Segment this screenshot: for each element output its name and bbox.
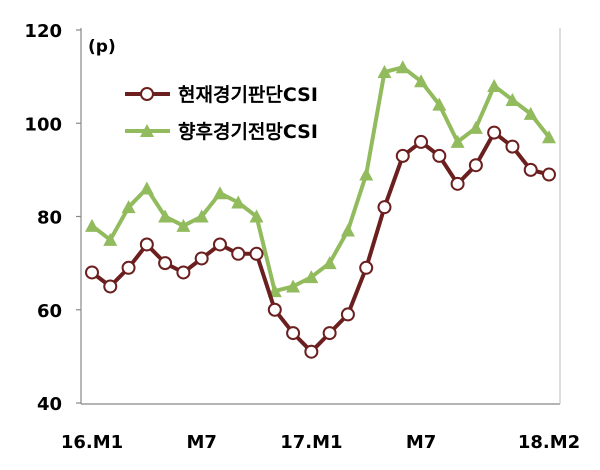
x-tick-label: M7 [406,432,436,453]
y-tick-label: 60 [37,301,62,322]
data-point [377,200,392,215]
y-tick-label: 120 [24,21,62,42]
data-point [414,74,429,88]
data-point [231,195,246,209]
data-point [487,78,502,92]
data-point [505,92,520,106]
data-point [121,200,136,214]
data-point [212,186,227,200]
data-point [139,181,154,195]
legend-marker-current [140,87,154,101]
data-point [249,209,264,223]
data-point [139,237,154,252]
legend-item-current: 현재경기판단CSI [125,84,318,106]
y-tick-label: 80 [37,208,62,229]
data-point [322,256,337,270]
data-point [359,260,374,275]
data-point [523,162,538,177]
legend: 현재경기판단CSI 향후경기전망CSI [125,84,318,143]
x-tick-label: M7 [186,432,216,453]
data-point [158,209,173,223]
data-point [176,265,191,280]
data-point [286,279,301,293]
data-point [377,64,392,78]
data-point [505,139,520,154]
data-point [468,120,483,134]
x-tick-label: 16.M1 [61,432,123,453]
x-tick-labels: 16.M1 M7 17.M1 M7 18.M2 [61,432,580,453]
y-tick-label: 100 [24,114,62,135]
plot-area [80,28,561,405]
data-point [304,270,319,284]
series-layer [85,60,556,359]
data-point [542,130,556,144]
data-point [395,148,410,163]
x-tick-label: 18.M2 [518,432,580,453]
data-point [231,246,246,261]
data-point [523,106,538,120]
data-point [121,260,136,275]
data-point [432,97,447,111]
data-point [267,302,282,317]
data-point [286,326,301,341]
data-point [212,237,227,252]
data-point [450,134,465,148]
legend-label-current: 현재경기판단CSI [178,84,318,106]
data-point [322,326,337,341]
data-point [414,134,429,149]
data-point [85,265,99,280]
data-point [542,167,556,182]
series-outlook [85,60,556,298]
data-point [450,176,465,191]
series-current [85,125,556,359]
data-point [359,167,374,181]
data-point [468,158,483,173]
data-point [340,307,355,322]
data-point [432,148,447,163]
legend-marker-outlook [140,124,154,137]
y-tick-label: 40 [37,394,62,415]
data-point [176,218,191,232]
unit-label: (p) [88,37,116,57]
data-point [103,232,118,246]
data-point [158,256,173,271]
y-tick-labels: 40 60 80 100 120 [24,21,81,415]
data-point [194,251,209,266]
data-point [487,125,502,140]
data-point [249,246,264,261]
data-point [103,279,118,294]
x-tick-label: 17.M1 [280,432,342,453]
legend-label-outlook: 향후경기전망CSI [178,121,318,143]
legend-item-outlook: 향후경기전망CSI [125,121,318,143]
data-point [194,209,209,223]
data-point [340,223,355,237]
data-point [85,218,99,232]
data-point [395,60,410,74]
data-point [304,344,319,359]
